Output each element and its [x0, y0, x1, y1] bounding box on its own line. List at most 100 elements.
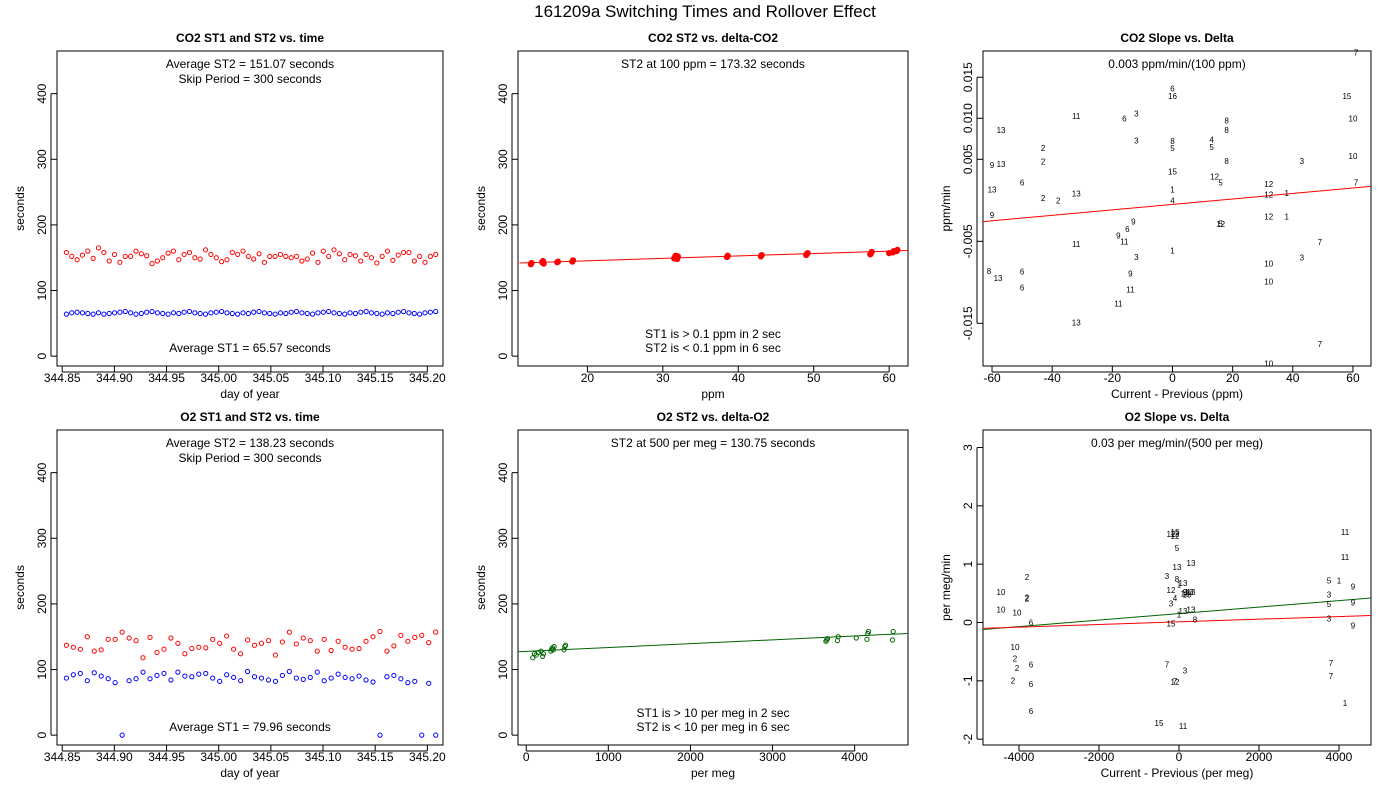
x-tick-label: -2000 [1084, 750, 1115, 764]
data-point [144, 309, 150, 315]
y-tick-label: 0.015 [961, 62, 975, 92]
data-point [279, 639, 285, 645]
data-point [363, 308, 369, 315]
data-point [154, 310, 160, 316]
data-point [422, 310, 428, 316]
x-axis-label: Current - Previous (ppm) [1111, 387, 1243, 401]
y-tick-label: 400 [35, 83, 49, 103]
point-label: 13 [1187, 606, 1196, 615]
chart-p1: CO2 ST1 and ST2 vs. time 344.85 344.90 344.… [13, 31, 446, 401]
point-label: 10 [1013, 609, 1022, 618]
y-tick-label: 400 [496, 462, 510, 482]
data-point [69, 253, 75, 260]
data-point [417, 311, 423, 317]
data-point [356, 645, 362, 652]
point-label: 1 [1285, 213, 1290, 222]
data-point [229, 310, 235, 317]
data-point [240, 248, 246, 254]
data-point [804, 250, 811, 257]
data-point [105, 676, 111, 682]
point-label: 12 [1167, 586, 1176, 595]
data-point [231, 646, 237, 652]
point-label: 13 [1181, 589, 1190, 598]
point-label: 1 [1343, 699, 1348, 708]
y-tick-label: 0 [35, 732, 49, 739]
point-label: 7 [1329, 672, 1334, 681]
data-point [293, 253, 300, 260]
data-point [400, 308, 407, 315]
data-point [347, 251, 353, 258]
point-label: 3 [1134, 109, 1139, 118]
y-tick-label: 300 [35, 528, 49, 548]
point-label: 13 [1179, 607, 1188, 616]
point-label: 10 [1264, 259, 1273, 268]
point-label: 9 [990, 211, 995, 220]
point-label: 2 [1056, 196, 1061, 205]
point-label: 3 [1169, 599, 1174, 608]
x-tick-label: 344.85 [44, 750, 81, 764]
data-point [868, 248, 875, 255]
point-label: 2 [1011, 676, 1016, 685]
data-point [342, 674, 348, 681]
data-point [300, 635, 306, 641]
data-point [279, 672, 285, 679]
point-label: 5 [1327, 600, 1332, 609]
data-point [853, 635, 859, 641]
x-tick-label: 4000 [1326, 750, 1353, 764]
data-point [335, 671, 341, 677]
data-point [342, 311, 348, 317]
data-point [405, 680, 411, 686]
point-label: 11 [1341, 528, 1350, 537]
chart-p4: O2 ST1 and ST2 vs. time 344.85 344.90 344.9… [13, 410, 446, 780]
data-point [133, 248, 139, 254]
point-label: 15 [1155, 719, 1164, 728]
data-point [265, 677, 272, 683]
data-point [258, 675, 265, 681]
data-point [111, 310, 118, 316]
data-point [347, 310, 353, 316]
data-point [272, 253, 278, 260]
data-point [112, 680, 118, 686]
data-point [377, 628, 383, 635]
point-label: 13 [1187, 559, 1196, 568]
point-label: 12 [1171, 532, 1180, 541]
data-point [138, 251, 144, 257]
data-point [563, 642, 569, 648]
point-label: 10 [997, 588, 1006, 597]
point-label: 8 [1193, 616, 1198, 625]
x-tick-label: -60 [983, 371, 1001, 385]
point-label: 1 [1285, 189, 1290, 198]
data-point [117, 309, 123, 315]
x-tick-label: 3000 [759, 750, 786, 764]
y-tick-label: 200 [496, 215, 510, 235]
data-point [384, 674, 390, 680]
data-point [540, 653, 546, 660]
data-point [379, 253, 385, 260]
x-tick-label: 2000 [1246, 750, 1273, 764]
data-point [267, 310, 273, 317]
point-label: 10 [1264, 360, 1273, 369]
data-point [554, 258, 562, 265]
x-tick-label: 50 [807, 371, 821, 385]
data-point [63, 642, 69, 648]
data-point [390, 257, 396, 263]
point-label: 9 [1183, 588, 1188, 597]
chart-p2: CO2 ST2 vs. delta-CO2 20 30 40 50 60 ppm 0 100 20… [474, 31, 909, 401]
data-point [90, 255, 96, 261]
point-label: 8 [987, 267, 992, 276]
annotation: Average ST2 = 138.23 seconds [166, 436, 334, 450]
data-point [265, 638, 272, 644]
annotation: Skip Period = 300 seconds [178, 451, 321, 465]
point-label: 3 [1300, 254, 1305, 263]
data-point [267, 253, 273, 260]
point-label: 12 [1264, 180, 1273, 189]
y-axis-label: per meg/min [939, 554, 953, 621]
data-point [95, 310, 102, 316]
data-point [128, 310, 134, 316]
point-label: 10 [997, 606, 1006, 615]
y-tick-label: 200 [35, 215, 49, 235]
data-point [213, 309, 219, 315]
data-point [368, 310, 375, 316]
x-tick-label: 0 [1176, 750, 1183, 764]
data-point [165, 250, 171, 256]
